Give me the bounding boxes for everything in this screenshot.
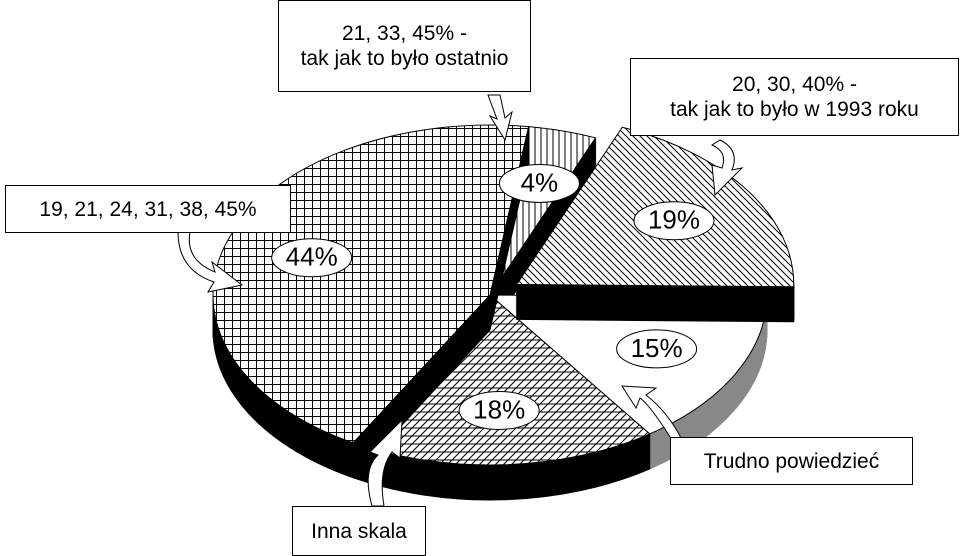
arrow (177, 231, 244, 293)
value-label: 4% (521, 167, 559, 197)
value-label-bg (616, 329, 698, 369)
value-label: 19% (648, 205, 700, 235)
arrow (710, 139, 744, 197)
callout-arrows (177, 94, 744, 507)
value-label: 44% (286, 242, 338, 272)
callout-label: Inna skala (292, 506, 426, 556)
value-labels: 4% 15% 18% 44% 19% (271, 163, 715, 430)
callout-label: 21, 33, 45% - tak jak to było ostatnio (278, 0, 531, 92)
arrow (367, 418, 403, 507)
value-label-bg (498, 163, 580, 203)
callout-label: 20, 30, 40% - tak jak to było w 1993 rok… (630, 58, 959, 136)
callout-label: Trudno powiedzieć (670, 437, 913, 485)
value-label-bg (633, 201, 715, 241)
arrow (621, 385, 683, 441)
value-label: 15% (631, 333, 683, 363)
pie-slice (212, 124, 530, 444)
arrow (487, 94, 513, 142)
value-label: 18% (473, 394, 525, 424)
value-label-bg (458, 390, 540, 430)
value-label-bg (271, 238, 353, 278)
pie (212, 124, 795, 501)
callout-label: 19, 21, 24, 31, 38, 45% (5, 185, 291, 233)
